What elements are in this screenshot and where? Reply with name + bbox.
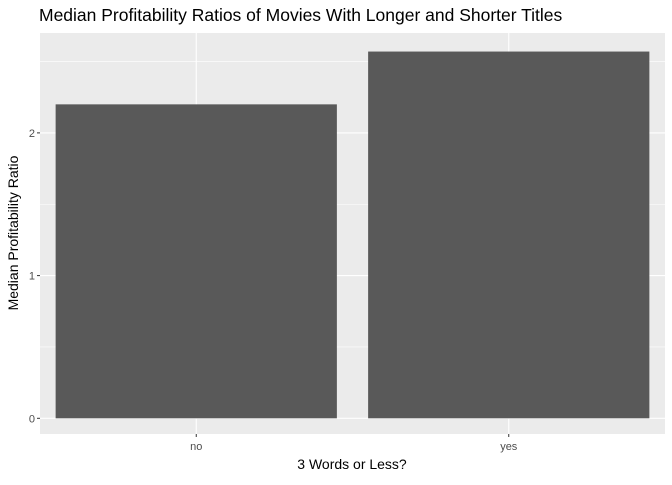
y-tick-label: 1 bbox=[29, 271, 35, 283]
y-tick-label: 2 bbox=[29, 128, 35, 140]
x-axis: no yes bbox=[190, 434, 518, 453]
x-tick-label: yes bbox=[500, 441, 518, 453]
bars bbox=[55, 51, 650, 419]
y-axis-title: Median Profitability Ratio bbox=[5, 155, 21, 310]
y-axis: 0 1 2 bbox=[29, 128, 40, 425]
y-tick-label: 0 bbox=[29, 413, 35, 425]
x-axis-title: 3 Words or Less? bbox=[297, 456, 407, 472]
bar-yes bbox=[368, 51, 650, 419]
x-tick-label: no bbox=[190, 441, 202, 453]
bar-no bbox=[55, 104, 337, 419]
chart-title: Median Profitability Ratios of Movies Wi… bbox=[39, 5, 563, 25]
